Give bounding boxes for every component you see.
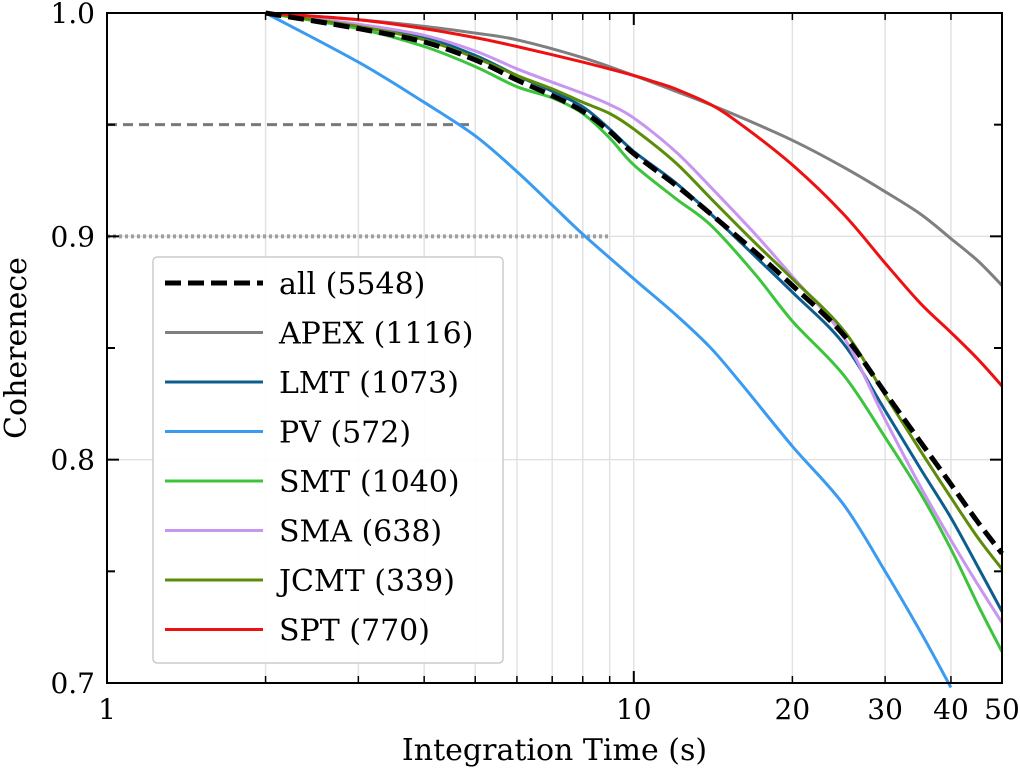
legend-label: APEX (1116) — [278, 317, 473, 352]
y-axis-title: Coherenece — [0, 257, 34, 439]
y-tick-label: 1.0 — [50, 0, 95, 30]
legend-label: SPT (770) — [279, 614, 430, 649]
legend-label: all (5548) — [279, 267, 425, 302]
legend-label: LMT (1073) — [279, 366, 459, 401]
x-tick-label: 30 — [867, 693, 903, 726]
x-tick-label: 50 — [984, 693, 1020, 726]
x-tick-label: 40 — [933, 693, 969, 726]
x-tick-label: 20 — [775, 693, 811, 726]
series-line-smt — [265, 11, 1004, 653]
x-tick-label: 1 — [98, 693, 116, 726]
legend: all (5548) APEX (1116) LMT (1073) PV (572) S… — [152, 256, 504, 664]
y-tick-label: 0.7 — [50, 667, 95, 700]
series-line-apex — [265, 11, 1004, 287]
x-axis-title: Integration Time (s) — [402, 733, 707, 768]
series-line-spt — [265, 11, 1004, 387]
legend-label: JCMT (339) — [276, 564, 455, 599]
y-tick-label: 0.8 — [50, 444, 95, 477]
legend-box — [152, 256, 504, 664]
tick-labels: 1 10 20 30 40 50 0.7 0.8 0.9 1.0 — [50, 0, 1019, 726]
x-tick-label: 10 — [616, 693, 652, 726]
series-lines — [264, 10, 1004, 689]
series-line-sma — [265, 11, 1004, 624]
series-line-pv — [264, 11, 953, 689]
reference-lines — [107, 123, 610, 239]
y-tick-label: 0.9 — [50, 220, 95, 253]
tick-marks — [106, 12, 1002, 684]
legend-label: SMA (638) — [279, 515, 442, 550]
legend-label: PV (572) — [279, 416, 411, 451]
grid — [107, 13, 1002, 683]
legend-label: SMT (1040) — [279, 465, 460, 500]
series-line-all — [265, 10, 1004, 556]
